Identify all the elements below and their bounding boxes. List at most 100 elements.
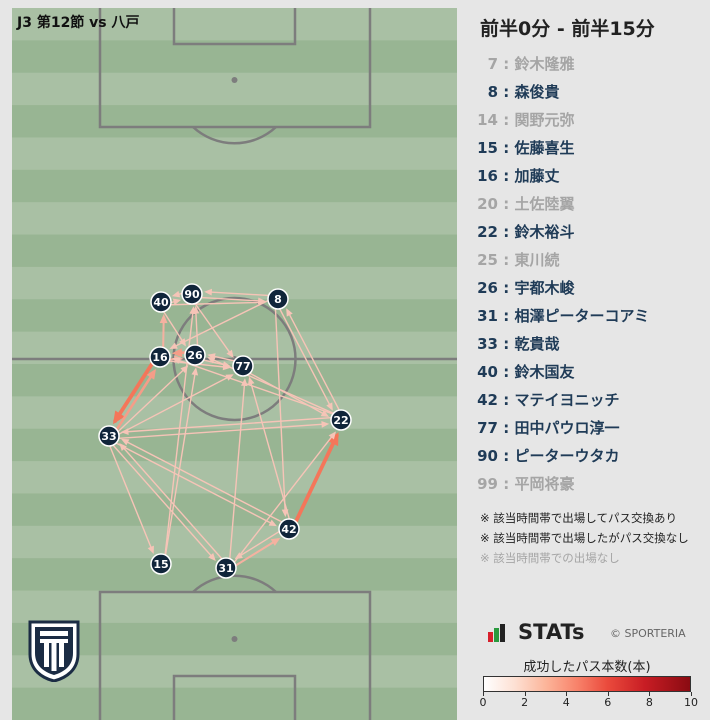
player-row-77: 77 : 田中パウロ淳一 (472, 414, 702, 442)
colorbar-tick (649, 692, 651, 696)
pitch-stripe (12, 655, 457, 689)
note-passed: ※ 該当時間帯で出場してパス交換あり (480, 511, 677, 525)
player-row-26: 26 : 宇都木峻 (472, 274, 702, 302)
player-separator: : (498, 83, 515, 101)
player-row-40: 40 : 鈴木国友 (472, 358, 702, 386)
pass-8-to-16 (172, 300, 269, 348)
pass-90-to-77 (194, 303, 233, 356)
colorbar-tick (691, 692, 692, 696)
player-row-8: 8 : 森俊貴 (472, 78, 702, 106)
pass-33-to-16 (115, 370, 156, 431)
pass-arrowhead (326, 402, 333, 411)
colorbar-tick (483, 692, 484, 696)
player-name: 関野元弥 (514, 111, 575, 129)
player-node-77: 77 (232, 355, 254, 377)
pass-arrowhead (179, 338, 186, 347)
player-row-22: 22 : 鈴木裕斗 (472, 218, 702, 246)
pass-arrowhead (204, 288, 213, 296)
top-penalty-box (98, 8, 372, 129)
pitch-stripe (12, 105, 457, 138)
player-row-90: 90 : ピーターウタカ (472, 442, 702, 470)
player-separator: : (498, 279, 515, 297)
player-node-8: 8 (267, 288, 289, 310)
player-number: 22 (477, 223, 498, 241)
match-title: J3 第12節 vs 八戸 (17, 15, 140, 31)
sidebar: 前半0分 - 前半15分 7 : 鈴木隆雅 8 : 森俊貴 14 : 関野元弥 15 … (472, 0, 710, 720)
player-number: 16 (477, 167, 498, 185)
pitch-canvas: 40 90 8 16 26 77 33 22 42 15 31 (12, 8, 457, 720)
pitch-stripe (12, 266, 457, 300)
pass-arrowhead (328, 431, 337, 440)
pass-40-to-26 (163, 311, 185, 344)
pass-33-to-26 (117, 367, 187, 433)
pass-arrowhead (320, 410, 330, 417)
bottom-penalty-arc (192, 574, 277, 593)
pitch-stripe (12, 202, 457, 236)
pass-33-to-77 (118, 375, 231, 435)
player-separator: : (498, 419, 515, 437)
player-node-31: 31 (215, 557, 237, 579)
player-separator: : (498, 195, 515, 213)
player-row-14: 14 : 関野元弥 (472, 106, 702, 134)
player-number: 20 (477, 195, 498, 213)
pass-arrowhead (121, 438, 130, 446)
pass-42-to-31 (237, 531, 280, 558)
pitch-stripe (12, 8, 457, 41)
pass-arrowhead (192, 305, 200, 314)
pass-arrowhead (171, 290, 181, 298)
player-row-15: 15 : 佐藤喜生 (472, 134, 702, 162)
pitch-stripe (12, 169, 457, 203)
player-name: 田中パウロ淳一 (514, 419, 620, 437)
pitch-stripe (12, 687, 457, 720)
top-penalty-spot (231, 77, 238, 83)
player-number: 31 (477, 307, 498, 325)
player-number: 26 (477, 279, 498, 297)
player-node-33: 33 (98, 425, 120, 447)
top-penalty-arc (192, 126, 277, 145)
player-row-42: 42 : マテイヨニッチ (472, 386, 702, 414)
player-node-label: 31 (218, 562, 233, 575)
pitch-stripe (12, 590, 457, 624)
pass-33-to-22 (118, 423, 326, 440)
player-separator: : (498, 307, 515, 325)
stats-logo-icon (488, 624, 505, 642)
brand: STATs © SPORTERIA (488, 620, 708, 646)
pitch-stripe (12, 234, 457, 268)
pass-arrowhead (321, 420, 330, 428)
pass-8-to-42 (274, 308, 286, 514)
player-node-22: 22 (330, 409, 352, 431)
pitch-stripe (12, 299, 457, 333)
player-number: 99 (477, 475, 498, 493)
player-row-99: 99 : 平岡将豪 (472, 470, 702, 498)
player-separator: : (498, 139, 515, 157)
player-node-40: 40 (150, 291, 172, 313)
player-name: 鈴木裕斗 (514, 223, 575, 241)
player-node-label: 15 (153, 558, 168, 571)
pass-31-to-22 (233, 433, 335, 563)
colorbar-tick-label: 0 (479, 696, 487, 709)
player-name: 東川続 (514, 251, 560, 269)
pass-arrowhead (327, 432, 339, 447)
player-number: 42 (477, 391, 498, 409)
player-row-33: 33 : 乾貴哉 (472, 330, 702, 358)
colorbar-tick-label: 6 (604, 696, 612, 709)
pass-26-to-90 (195, 309, 199, 346)
pass-31-to-42 (235, 538, 278, 567)
player-number: 77 (477, 419, 498, 437)
player-number: 7 (487, 55, 498, 73)
player-node-label: 33 (101, 430, 116, 443)
player-node-label: 26 (187, 349, 203, 362)
pass-22-to-8 (287, 311, 340, 411)
player-number: 40 (477, 363, 498, 381)
pass-8-to-22 (279, 308, 332, 408)
pass-90-to-8 (201, 296, 263, 302)
player-node-label: 77 (235, 360, 250, 373)
pass-40-to-8 (170, 301, 263, 306)
pass-77-to-26 (210, 354, 235, 362)
player-node-label: 40 (153, 296, 169, 309)
pass-33-to-31 (112, 444, 214, 559)
player-row-7: 7 : 鈴木隆雅 (472, 50, 702, 78)
pass-42-to-22 (294, 433, 339, 524)
player-node-15: 15 (150, 553, 172, 575)
pass-22-to-26 (210, 358, 334, 414)
